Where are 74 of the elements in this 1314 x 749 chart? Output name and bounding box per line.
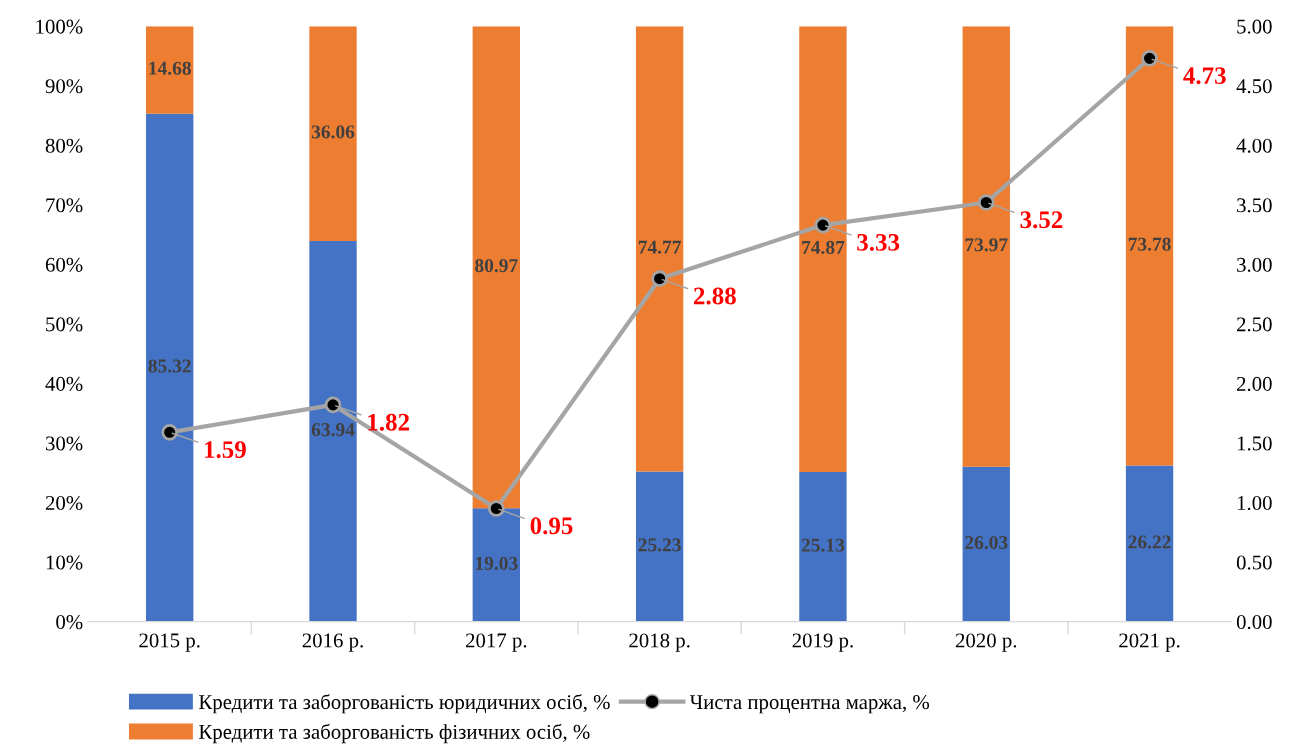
x-tick-label: 2019 р. <box>792 633 853 652</box>
data-label: 74.87 <box>802 240 845 255</box>
y-tick-label: 90% <box>45 79 83 94</box>
y2-tick-label: 3.50 <box>1237 198 1272 213</box>
data-label: 25.13 <box>801 538 845 552</box>
point <box>1141 50 1158 67</box>
y2-tick-label: 4.50 <box>1236 79 1272 94</box>
point <box>814 216 832 234</box>
data-label: 1.59 <box>205 441 246 459</box>
x-tick-label: 2020 р. <box>955 633 1017 652</box>
data-label: 26.03 <box>965 535 1008 550</box>
legend-label: Чиста процентна маржа, % <box>689 695 930 714</box>
bar <box>309 240 357 622</box>
data-label: 14.68 <box>149 61 191 75</box>
y-tick-label: 70% <box>46 198 83 213</box>
bar <box>472 508 520 622</box>
y2-tick-label: 5.00 <box>1237 19 1272 34</box>
y-tick-label: 10% <box>46 555 83 570</box>
x-tick-label: 2018 р. <box>629 633 690 652</box>
bar <box>635 471 684 622</box>
data-label: 0.95 <box>530 517 573 535</box>
y-tick-label: 100% <box>36 19 83 34</box>
point <box>651 270 668 288</box>
point <box>161 423 179 441</box>
point <box>324 396 342 414</box>
bar <box>635 26 684 472</box>
y-tick-label: 30% <box>45 436 83 451</box>
legend-label: Кредити та заборгованість юридичних осіб, % <box>199 694 610 714</box>
y-tick-label: 40% <box>45 376 83 391</box>
y2-tick-label: 3.00 <box>1237 257 1272 272</box>
data-label: 3.33 <box>857 234 900 251</box>
legend-label: Кредити та заборгованість фізичних осіб, % <box>199 723 590 744</box>
data-label: 36.06 <box>311 125 355 139</box>
x-tick-label: 2016 р. <box>302 633 363 652</box>
bar <box>962 466 1010 622</box>
bar <box>146 113 194 622</box>
bar <box>799 26 847 473</box>
data-label: 73.97 <box>965 238 1008 252</box>
bar <box>309 26 357 241</box>
bar <box>799 472 847 622</box>
y2-tick-label: 2.50 <box>1236 317 1272 332</box>
data-label: 26.22 <box>1128 535 1171 549</box>
data-label: 80.97 <box>475 259 518 273</box>
data-label: 19.03 <box>476 556 518 570</box>
y2-tick-label: 0.50 <box>1236 555 1272 570</box>
data-label: 25.23 <box>638 538 681 552</box>
y2-tick-label: 0.00 <box>1236 615 1272 630</box>
data-label: 85.32 <box>148 359 191 373</box>
bar <box>962 26 1010 467</box>
bar <box>1125 465 1174 622</box>
data-label: 74.77 <box>638 240 682 254</box>
data-label: 1.82 <box>368 413 410 431</box>
y-tick-label: 50% <box>46 317 83 332</box>
point <box>977 194 995 211</box>
x-tick-label: 2021 р. <box>1119 633 1180 652</box>
data-label: 2.88 <box>694 287 736 305</box>
y-tick-label: 20% <box>45 495 83 511</box>
y2-tick-label: 4.00 <box>1236 138 1272 153</box>
x-tick-label: 2017 р. <box>465 633 527 652</box>
y-tick-label: 0% <box>56 615 83 630</box>
bar <box>1125 26 1174 466</box>
bar <box>146 26 194 114</box>
data-label: 73.78 <box>1128 237 1171 251</box>
y-tick-label: 80% <box>45 138 83 153</box>
data-label: 63.94 <box>311 423 355 437</box>
y-tick-label: 60% <box>45 257 83 272</box>
data-label: 4.73 <box>1183 67 1226 85</box>
y2-tick-label: 2.00 <box>1236 376 1272 392</box>
point <box>487 500 505 517</box>
data-label: 3.52 <box>1020 211 1063 229</box>
x-tick-label: 2015 р. <box>139 633 200 652</box>
bar <box>472 26 520 509</box>
y2-tick-label: 1.50 <box>1237 436 1272 451</box>
y2-tick-label: 1.00 <box>1237 495 1272 511</box>
